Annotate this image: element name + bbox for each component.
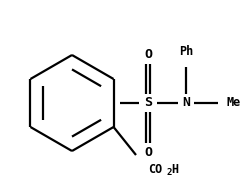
Text: Ph: Ph <box>179 45 193 58</box>
Text: N: N <box>182 96 190 109</box>
Text: CO: CO <box>148 163 162 176</box>
Text: 2: 2 <box>166 168 171 177</box>
Text: H: H <box>171 163 178 176</box>
Text: O: O <box>144 146 152 158</box>
Text: O: O <box>144 48 152 62</box>
Text: S: S <box>144 96 152 109</box>
Text: Me: Me <box>226 96 240 109</box>
